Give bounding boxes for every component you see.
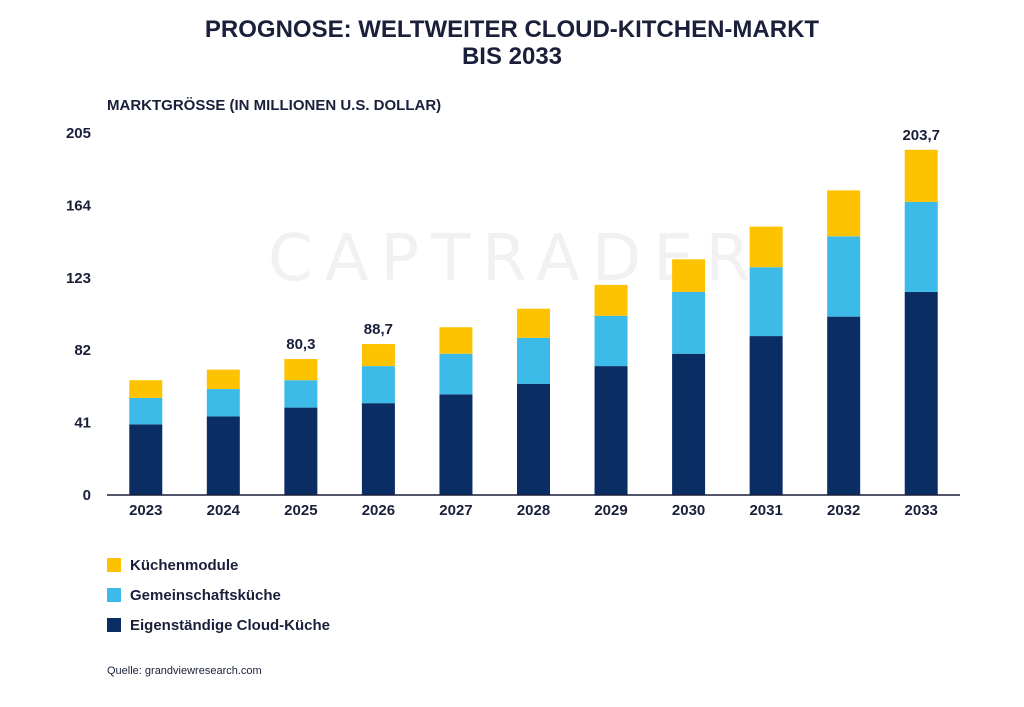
- legend-label-gemeinschaftskueche: Gemeinschaftsküche: [130, 586, 281, 604]
- bar-2032-series-2: [827, 190, 861, 237]
- y-tick-label: 0: [83, 487, 91, 504]
- bar-2025-series-1: [284, 380, 318, 408]
- bar-2026-series-0: [361, 403, 395, 495]
- y-tick-label: 82: [74, 342, 91, 359]
- bar-2032-series-0: [827, 316, 861, 495]
- legend-item-eigenstaendige-cloud-kueche: Eigenständige Cloud-Küche: [107, 610, 330, 640]
- legend-label-eigenstaendige-cloud-kueche: Eigenständige Cloud-Küche: [130, 616, 331, 634]
- data-label-2033: 203,7: [902, 127, 940, 144]
- bar-2029-series-1: [594, 315, 628, 367]
- bar-2030-series-2: [672, 259, 706, 292]
- legend-item-kuechenmodule: Küchenmodule: [107, 550, 330, 580]
- bar-2027-series-1: [439, 353, 473, 395]
- x-tick-label: 2025: [284, 502, 317, 519]
- bar-2024-series-2: [206, 369, 240, 390]
- x-tick-label: 2027: [439, 502, 472, 519]
- bar-2033-series-1: [904, 201, 938, 292]
- bar-2033-series-0: [904, 291, 938, 495]
- x-tick-label: 2030: [672, 502, 705, 519]
- bar-2027-series-2: [439, 327, 473, 354]
- source-note: Quelle: grandviewresearch.com: [107, 665, 262, 677]
- y-tick-label: 41: [74, 415, 91, 432]
- bar-2029-series-0: [594, 366, 628, 495]
- chart-title-line2: BIS 2033: [461, 43, 563, 70]
- watermark: CAPTRADER: [268, 222, 762, 296]
- bar-2029-series-2: [594, 284, 628, 316]
- x-tick-label: 2032: [827, 502, 860, 519]
- bar-2031-series-1: [749, 267, 783, 337]
- y-axis-label: MARKTGRÖSSE (IN MILLIONEN U.S. DOLLAR): [107, 97, 442, 114]
- x-tick-label: 2033: [905, 502, 938, 519]
- legend-swatch-gemeinschaftskueche: [107, 588, 121, 602]
- bar-2028-series-2: [517, 308, 550, 338]
- bar-2026-series-2: [361, 344, 395, 367]
- bar-2023-series-2: [129, 380, 163, 398]
- bar-2032-series-1: [827, 236, 861, 317]
- legend-label-kuechenmodule: Küchenmodule: [130, 556, 239, 574]
- bar-2024-series-0: [206, 416, 240, 495]
- bar-2031-series-0: [749, 336, 783, 495]
- x-tick-label: 2031: [749, 502, 782, 519]
- y-tick-label: 123: [66, 270, 91, 287]
- bar-2024-series-1: [206, 389, 240, 417]
- bar-2023-series-0: [129, 424, 163, 495]
- y-tick-label: 205: [66, 125, 91, 142]
- y-tick-label: 164: [66, 197, 92, 214]
- legend-swatch-eigenstaendige-cloud-kueche: [107, 618, 121, 632]
- bar-2030-series-0: [672, 353, 706, 495]
- chart-title-line1: PROGNOSE: WELTWEITER CLOUD-KITCHEN-MARKT: [204, 16, 820, 43]
- bar-2023-series-1: [129, 397, 163, 425]
- legend-swatch-kuechenmodule: [107, 558, 121, 572]
- x-tick-label: 2026: [362, 502, 395, 519]
- bar-2030-series-1: [672, 291, 706, 354]
- chart-title: PROGNOSE: WELTWEITER CLOUD-KITCHEN-MARKT…: [0, 16, 1024, 70]
- bar-2025-series-0: [284, 407, 318, 495]
- x-tick-label: 2024: [207, 502, 241, 519]
- data-label-2026: 88,7: [364, 321, 393, 338]
- legend-item-gemeinschaftskueche: Gemeinschaftsküche: [107, 580, 330, 610]
- bar-2028-series-1: [517, 337, 550, 384]
- bar-2031-series-2: [749, 226, 783, 268]
- legend: Küchenmodule Gemeinschaftsküche Eigenstä…: [107, 550, 330, 640]
- bar-2033-series-2: [904, 149, 938, 202]
- bar-2028-series-0: [517, 383, 550, 495]
- bar-2027-series-0: [439, 394, 473, 495]
- x-tick-label: 2029: [594, 502, 627, 519]
- x-tick-label: 2028: [517, 502, 550, 519]
- data-label-2025: 80,3: [286, 336, 315, 353]
- x-tick-label: 2023: [129, 502, 162, 519]
- bar-2025-series-2: [284, 359, 318, 381]
- bar-2026-series-1: [361, 366, 395, 404]
